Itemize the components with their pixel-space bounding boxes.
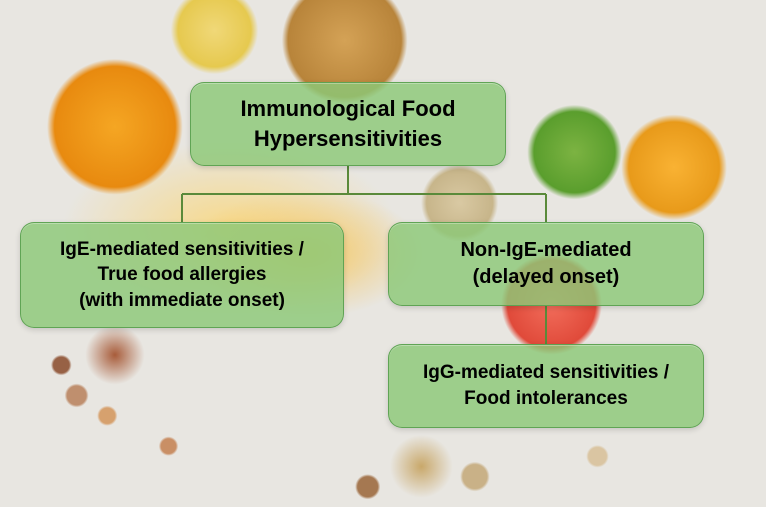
right-grandchild-node: IgG-mediated sensitivities / Food intole…: [388, 344, 704, 428]
right-child-label: Non-IgE-mediated (delayed onset): [460, 237, 631, 291]
left-child-label: IgE-mediated sensitivities / True food a…: [60, 237, 304, 314]
root-node-label: Immunological Food Hypersensitivities: [240, 94, 455, 153]
right-grandchild-label: IgG-mediated sensitivities / Food intole…: [423, 360, 669, 411]
right-child-node: Non-IgE-mediated (delayed onset): [388, 222, 704, 306]
root-node: Immunological Food Hypersensitivities: [190, 82, 506, 166]
left-child-node: IgE-mediated sensitivities / True food a…: [20, 222, 344, 328]
